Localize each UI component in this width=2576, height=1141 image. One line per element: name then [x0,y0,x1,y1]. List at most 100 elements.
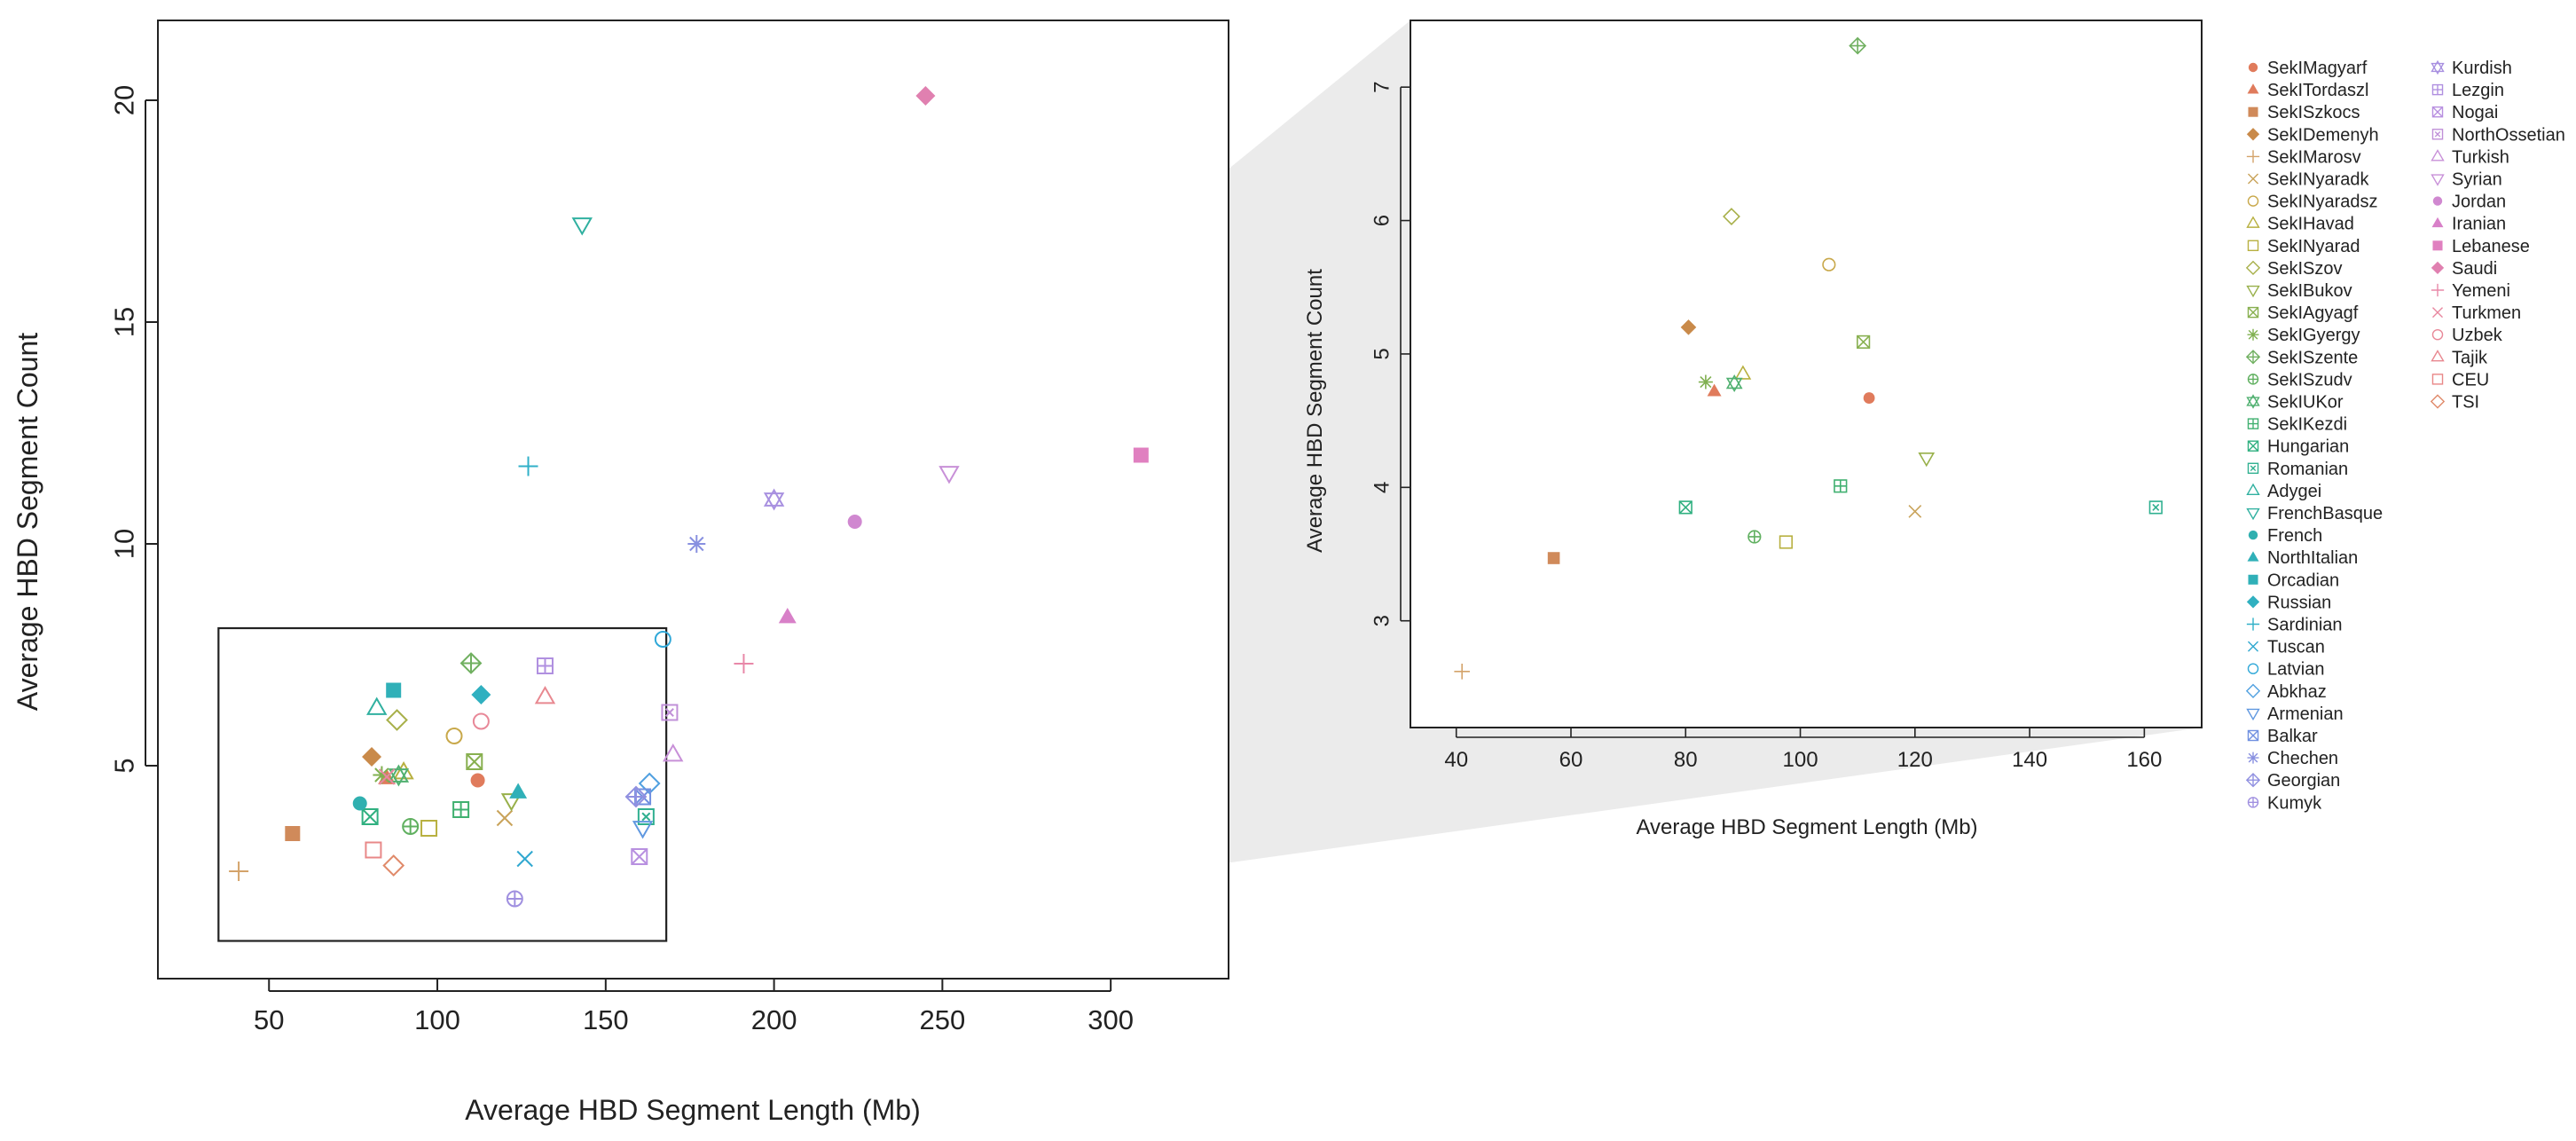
data-point-turkish [663,743,684,762]
legend-item-sekiszov: SekISzov [2245,259,2342,279]
main-x-tick-label: 50 [254,1004,284,1035]
main-x-tick-label: 100 [414,1004,460,1035]
data-point-georgian [624,785,648,808]
legend-item-sekibukov: SekIBukov [2246,281,2352,301]
data-point-sekiszente [459,652,483,674]
legend-marker-kumyk [2247,797,2259,808]
zoom-point-sekiszente [1849,36,1867,55]
zoom-y-tick-label: 6 [1370,215,1394,226]
data-point-adygei [366,696,388,715]
main-x-tick-label: 200 [751,1004,797,1035]
data-point-romanian [637,808,655,825]
legend-item-tuscan: Tuscan [2247,638,2325,657]
legend-marker-lebanese [2432,240,2443,251]
legend-item-sekiukor: SekIUKor [2246,393,2344,413]
data-point-sekimagyarf [470,773,485,788]
legend-marker-saudi [2431,261,2445,275]
legend-marker-northossetian [2431,129,2444,140]
legend-marker-sekinyaradsz [2247,195,2259,207]
legend-marker-adygei [2246,483,2260,496]
legend-marker-chechen [2247,751,2259,764]
legend-label: Abkhaz [2267,682,2327,702]
legend-label: Russian [2267,593,2331,612]
legend-marker-latvian [2247,663,2259,674]
zoom-point-sekiszov [1723,208,1740,225]
data-point-yemeni [734,654,754,673]
main-plot-frame [157,20,1229,980]
legend-item-adygei: Adygei [2246,482,2321,501]
data-point-hungarian [361,808,379,825]
legend-label: Latvian [2267,660,2325,680]
legend-label: Orcadian [2267,570,2339,590]
data-point-saudi [915,86,936,106]
legend-item-sekiszente: SekISzente [2245,348,2358,367]
legend-item-nogai: Nogai [2431,103,2498,122]
legend-marker-sekibukov [2246,285,2260,298]
legend-item-turkmen: Turkmen [2431,303,2521,323]
legend-item-syrian: Syrian [2431,170,2502,190]
zoom-x-tick-label: 140 [2012,748,2047,772]
data-point-syrian [939,466,960,484]
legend-item-uzbek: Uzbek [2431,326,2503,345]
legend-item-sekinyaradsz: SekINyaradsz [2247,193,2378,212]
data-point-nogai [631,848,648,865]
zoom-x-tick-label: 160 [2126,748,2162,772]
main-x-tick-label: 250 [920,1004,966,1035]
legend-label: SekINyaradsz [2267,193,2378,212]
zoom-y-tick-label: 7 [1370,82,1394,93]
legend-item-kurdish: Kurdish [2431,59,2512,78]
data-point-sekiszov [386,709,408,731]
legend-marker-frenchbasque [2246,508,2260,521]
data-point-sekimarosv [229,862,249,881]
zoom-point-sekidemenyh [1680,319,1697,335]
zoom-x-tick-label: 100 [1783,748,1818,772]
legend-item-sekiszudv: SekISzudv [2247,370,2352,390]
legend-marker-ceu [2431,374,2444,385]
legend-marker-balkar [2247,729,2259,742]
main-y-tick-label: 15 [109,307,140,337]
legend-label: Hungarian [2267,437,2349,457]
zoom-point-sekiszudv [1747,530,1762,544]
legend-label: SekISzov [2267,259,2342,279]
legend-marker-yemeni [2431,283,2445,297]
data-point-lebanese [1133,447,1149,463]
zoom-x-axis-label: Average HBD Segment Length (Mb) [1636,815,1977,839]
zoom-point-sekiszkocs [1547,552,1560,564]
data-point-sekiukor [388,764,410,787]
legend-item-sekikezdi: SekIKezdi [2247,415,2347,435]
legend-marker-sekikezdi [2247,418,2259,429]
data-point-sardinian [518,456,538,476]
legend-marker-sekinyaradk [2247,173,2259,185]
data-point-latvian [654,631,671,648]
legend-marker-sekimarosv [2246,150,2260,163]
zoom-point-sekimagyarf [1863,392,1875,404]
legend-label: SekIAgyagf [2267,303,2359,323]
legend-marker-orcadian [2248,574,2258,585]
legend-marker-sekinyarad [2247,240,2259,252]
legend-marker-sekiukor [2246,394,2260,409]
zoom-y-tick-label: 3 [1370,615,1394,626]
legend-marker-sekiszkocs [2248,106,2258,117]
zoom-x-tick-label: 80 [1674,748,1698,772]
legend-item-latvian: Latvian [2247,660,2325,680]
legend-item-lezgin: Lezgin [2431,81,2504,100]
main-y-tick-label: 5 [109,758,140,773]
legend-marker-sekihavad [2246,216,2260,228]
legend-label: Sardinian [2267,616,2343,635]
legend-item-sekitordaszl: SekITordaszl [2247,81,2369,100]
data-point-sekihavad [393,760,414,780]
legend-item-sekiagyagf: SekIAgyagf [2247,303,2359,323]
legend-item-sekidemenyh: SekIDemenyh [2246,125,2379,145]
legend-marker-iranian [2431,216,2444,228]
data-point-sekigyergy [373,766,391,784]
legend-item-romanian: Romanian [2247,460,2348,479]
data-point-northitalian [509,783,528,799]
data-point-chechen [687,535,706,553]
legend-item-northitalian: NorthItalian [2247,548,2358,568]
legend-item-frenchbasque: FrenchBasque [2246,504,2383,523]
legend-label: FrenchBasque [2267,504,2383,523]
legend-label: CEU [2452,370,2489,390]
legend-item-abkhaz: Abkhaz [2245,682,2327,702]
legend-label: SekISzkocs [2267,103,2360,122]
zoom-point-sekitordaszl [1707,383,1722,397]
